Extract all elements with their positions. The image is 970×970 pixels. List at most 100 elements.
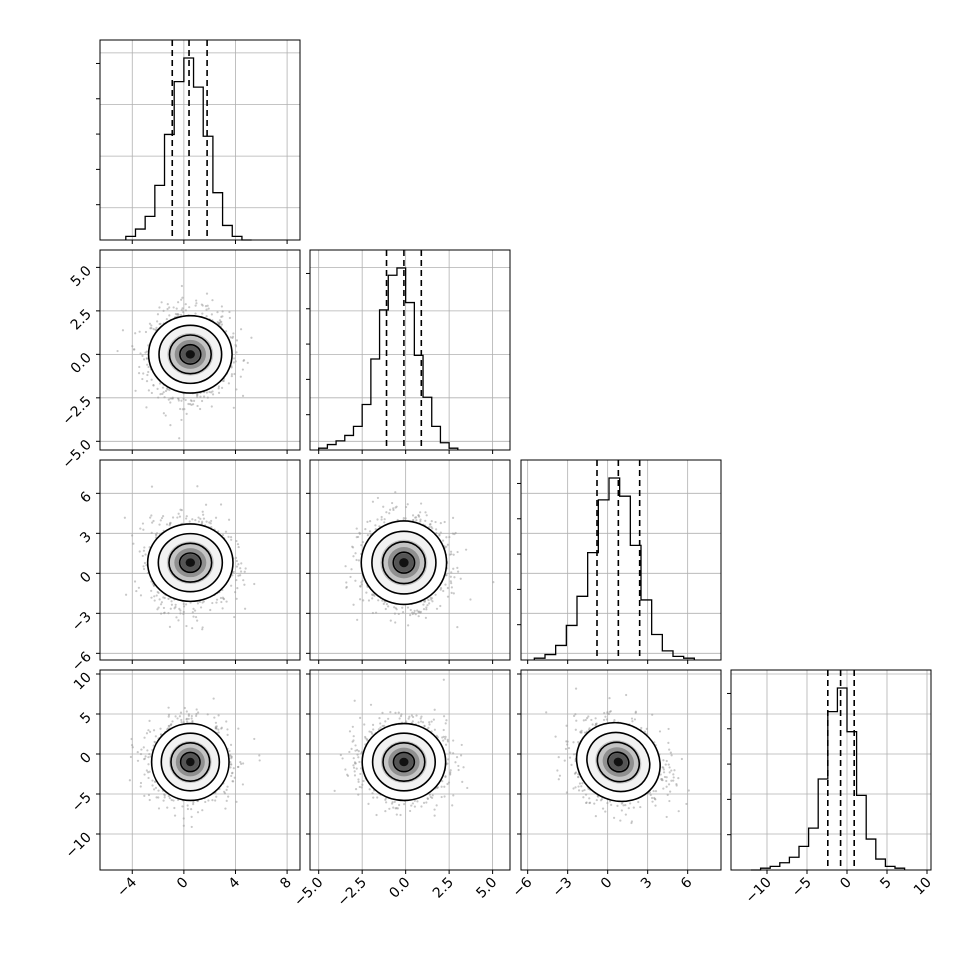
sample-point bbox=[146, 749, 149, 752]
sample-point bbox=[169, 521, 172, 524]
sample-point bbox=[190, 825, 193, 829]
sample-point bbox=[141, 354, 144, 357]
sample-point bbox=[171, 396, 174, 399]
sample-point bbox=[136, 750, 139, 754]
sample-point bbox=[456, 626, 459, 629]
sample-point bbox=[182, 602, 185, 606]
y-tick-label: −3 bbox=[69, 609, 95, 635]
sample-point bbox=[351, 545, 354, 548]
axes-frame bbox=[99, 669, 301, 871]
sample-point bbox=[188, 306, 191, 309]
histogram-step bbox=[125, 57, 252, 241]
density-fill bbox=[613, 757, 623, 767]
histogram-panel-1 bbox=[96, 39, 301, 244]
sample-point bbox=[435, 532, 438, 535]
sample-point bbox=[397, 711, 400, 714]
sample-point bbox=[171, 516, 175, 519]
sample-point bbox=[229, 763, 232, 766]
sample-point bbox=[447, 758, 450, 761]
sample-point bbox=[380, 518, 383, 521]
sample-point bbox=[160, 301, 163, 304]
sample-point bbox=[159, 603, 163, 606]
sample-point bbox=[352, 735, 355, 738]
sample-point bbox=[230, 375, 233, 378]
sample-point bbox=[419, 518, 422, 521]
sample-point bbox=[356, 753, 359, 756]
sample-point bbox=[239, 328, 243, 331]
sample-point bbox=[422, 603, 425, 606]
sample-point bbox=[192, 801, 195, 804]
sample-point bbox=[231, 335, 235, 338]
sample-point bbox=[243, 570, 246, 573]
sample-point bbox=[608, 800, 612, 803]
sample-point bbox=[185, 624, 188, 628]
sample-point bbox=[619, 819, 622, 822]
sample-point bbox=[446, 740, 450, 743]
sample-point bbox=[364, 527, 367, 531]
sample-point bbox=[400, 713, 403, 716]
sample-point bbox=[139, 527, 142, 530]
sample-point bbox=[227, 518, 231, 521]
sample-point bbox=[235, 578, 238, 582]
sample-point bbox=[187, 717, 190, 721]
y-tick-label: 6 bbox=[77, 489, 95, 507]
sample-point bbox=[430, 525, 433, 528]
sample-point bbox=[355, 527, 358, 530]
sample-point bbox=[419, 720, 423, 723]
sample-point bbox=[588, 727, 591, 730]
histogram-step bbox=[533, 477, 695, 660]
sample-point bbox=[234, 360, 237, 363]
sample-point bbox=[219, 320, 222, 323]
histogram-step bbox=[318, 267, 459, 450]
sample-point bbox=[368, 530, 372, 533]
sample-point bbox=[462, 766, 465, 769]
density-panel-2-1: −5.0−2.50.02.55.0 bbox=[59, 249, 301, 472]
sample-point bbox=[138, 550, 141, 553]
x-tick-label: 5 bbox=[877, 875, 895, 893]
sample-point bbox=[131, 345, 134, 348]
sample-point bbox=[665, 779, 668, 783]
axes-frame bbox=[730, 669, 932, 871]
sample-point bbox=[194, 312, 197, 315]
sample-point bbox=[123, 516, 126, 519]
sample-point bbox=[179, 609, 182, 612]
sample-point bbox=[182, 605, 186, 608]
sample-point bbox=[449, 575, 452, 578]
sample-point bbox=[232, 406, 235, 409]
sample-point bbox=[128, 779, 131, 782]
sample-point bbox=[358, 785, 361, 789]
sample-point bbox=[220, 305, 223, 308]
sample-point bbox=[367, 802, 370, 805]
sample-point bbox=[433, 728, 436, 731]
sample-point bbox=[578, 782, 582, 785]
sample-point bbox=[339, 753, 342, 757]
sample-point bbox=[352, 739, 355, 742]
sample-point bbox=[139, 594, 143, 597]
sample-point bbox=[436, 786, 440, 789]
sample-point bbox=[449, 751, 452, 754]
sample-point bbox=[358, 531, 361, 534]
sample-point bbox=[428, 602, 431, 605]
sample-point bbox=[430, 520, 433, 523]
sample-point bbox=[229, 743, 233, 746]
sample-point bbox=[180, 298, 183, 301]
sample-point bbox=[440, 586, 443, 590]
sample-point bbox=[166, 806, 169, 809]
sample-point bbox=[193, 609, 197, 612]
sample-point bbox=[180, 399, 183, 402]
sample-point bbox=[195, 708, 198, 711]
sample-point bbox=[392, 508, 395, 512]
sample-point bbox=[130, 744, 134, 747]
sample-point bbox=[344, 565, 347, 568]
sample-point bbox=[184, 309, 188, 312]
sample-point bbox=[159, 612, 163, 615]
sample-point bbox=[209, 608, 212, 612]
sample-point bbox=[566, 743, 569, 746]
sample-point bbox=[672, 776, 675, 779]
sample-point bbox=[168, 306, 171, 309]
sample-point bbox=[150, 485, 154, 488]
sample-point bbox=[446, 586, 449, 590]
sample-point bbox=[588, 801, 591, 805]
sample-point bbox=[195, 302, 198, 305]
contour-line bbox=[360, 520, 448, 606]
